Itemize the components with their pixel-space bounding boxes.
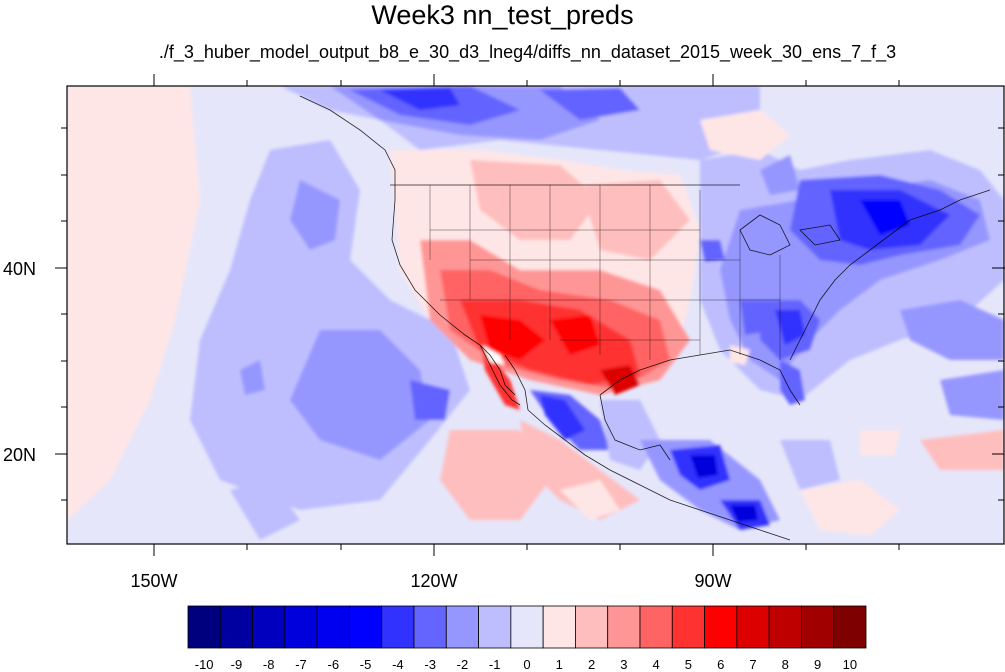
colorbar-swatch [736,605,770,649]
colorbar-label: 3 [620,657,627,672]
colorbar-label: -5 [360,657,372,672]
colorbar-swatch [445,605,479,649]
colorbar-swatch [187,605,221,649]
map-subtitle: ./f_3_huber_model_output_b8_e_30_d3_lneg… [158,42,897,62]
colorbar-label: 1 [556,657,563,672]
colorbar-label: 10 [843,657,857,672]
colorbar-swatch [252,605,286,649]
colorbar-swatch [607,605,641,649]
colorbar-swatch [639,605,673,649]
colorbar-label: -6 [328,657,340,672]
colorbar-label: 2 [588,657,595,672]
colorbar-label: -1 [489,657,501,672]
colorbar-swatch [381,605,415,649]
map-title: Week3 nn_test_preds [371,0,634,30]
colorbar-label: -8 [263,657,275,672]
coastlines [299,95,991,541]
lon-label-120w: 120W [410,571,457,591]
colorbar-label: -2 [457,657,469,672]
colorbar-label: 0 [523,657,530,672]
colorbar-swatch [833,605,867,649]
colorbar-label: 4 [653,657,660,672]
state-borders [429,185,781,360]
colorbar: -10 -9 -8 -7 -6 -5 -4 -3 -2 -1 0 1 2 3 4 5 6 7 8 9 10 [187,605,867,672]
colorbar-swatch [575,605,609,649]
colorbar-label: -4 [392,657,404,672]
anomaly-field [67,86,1004,544]
colorbar-swatch [413,605,447,649]
colorbar-swatch [801,605,835,649]
colorbar-swatch [704,605,738,649]
colorbar-swatch [671,605,705,649]
colorbar-swatch [768,605,802,649]
colorbar-label: -3 [424,657,436,672]
lon-label-90w: 90W [694,571,731,591]
colorbar-label: 8 [782,657,789,672]
colorbar-swatch [478,605,512,649]
lat-label-40n: 40N [3,259,36,279]
colorbar-label: -7 [295,657,307,672]
colorbar-label: -10 [195,657,214,672]
axis-ticks [55,74,1005,556]
colorbar-swatch [542,605,576,649]
colorbar-label: 6 [717,657,724,672]
lat-label-20n: 20N [3,445,36,465]
lon-label-150w: 150W [130,571,177,591]
colorbar-swatch [219,605,253,649]
colorbar-label: -9 [231,657,243,672]
colorbar-swatch [510,605,544,649]
colorbar-swatch [349,605,383,649]
colorbar-swatch [316,605,350,649]
colorbar-swatch [284,605,318,649]
colorbar-label: 9 [814,657,821,672]
map-frame [66,85,1005,545]
colorbar-label: 7 [749,657,756,672]
colorbar-label: 5 [685,657,692,672]
